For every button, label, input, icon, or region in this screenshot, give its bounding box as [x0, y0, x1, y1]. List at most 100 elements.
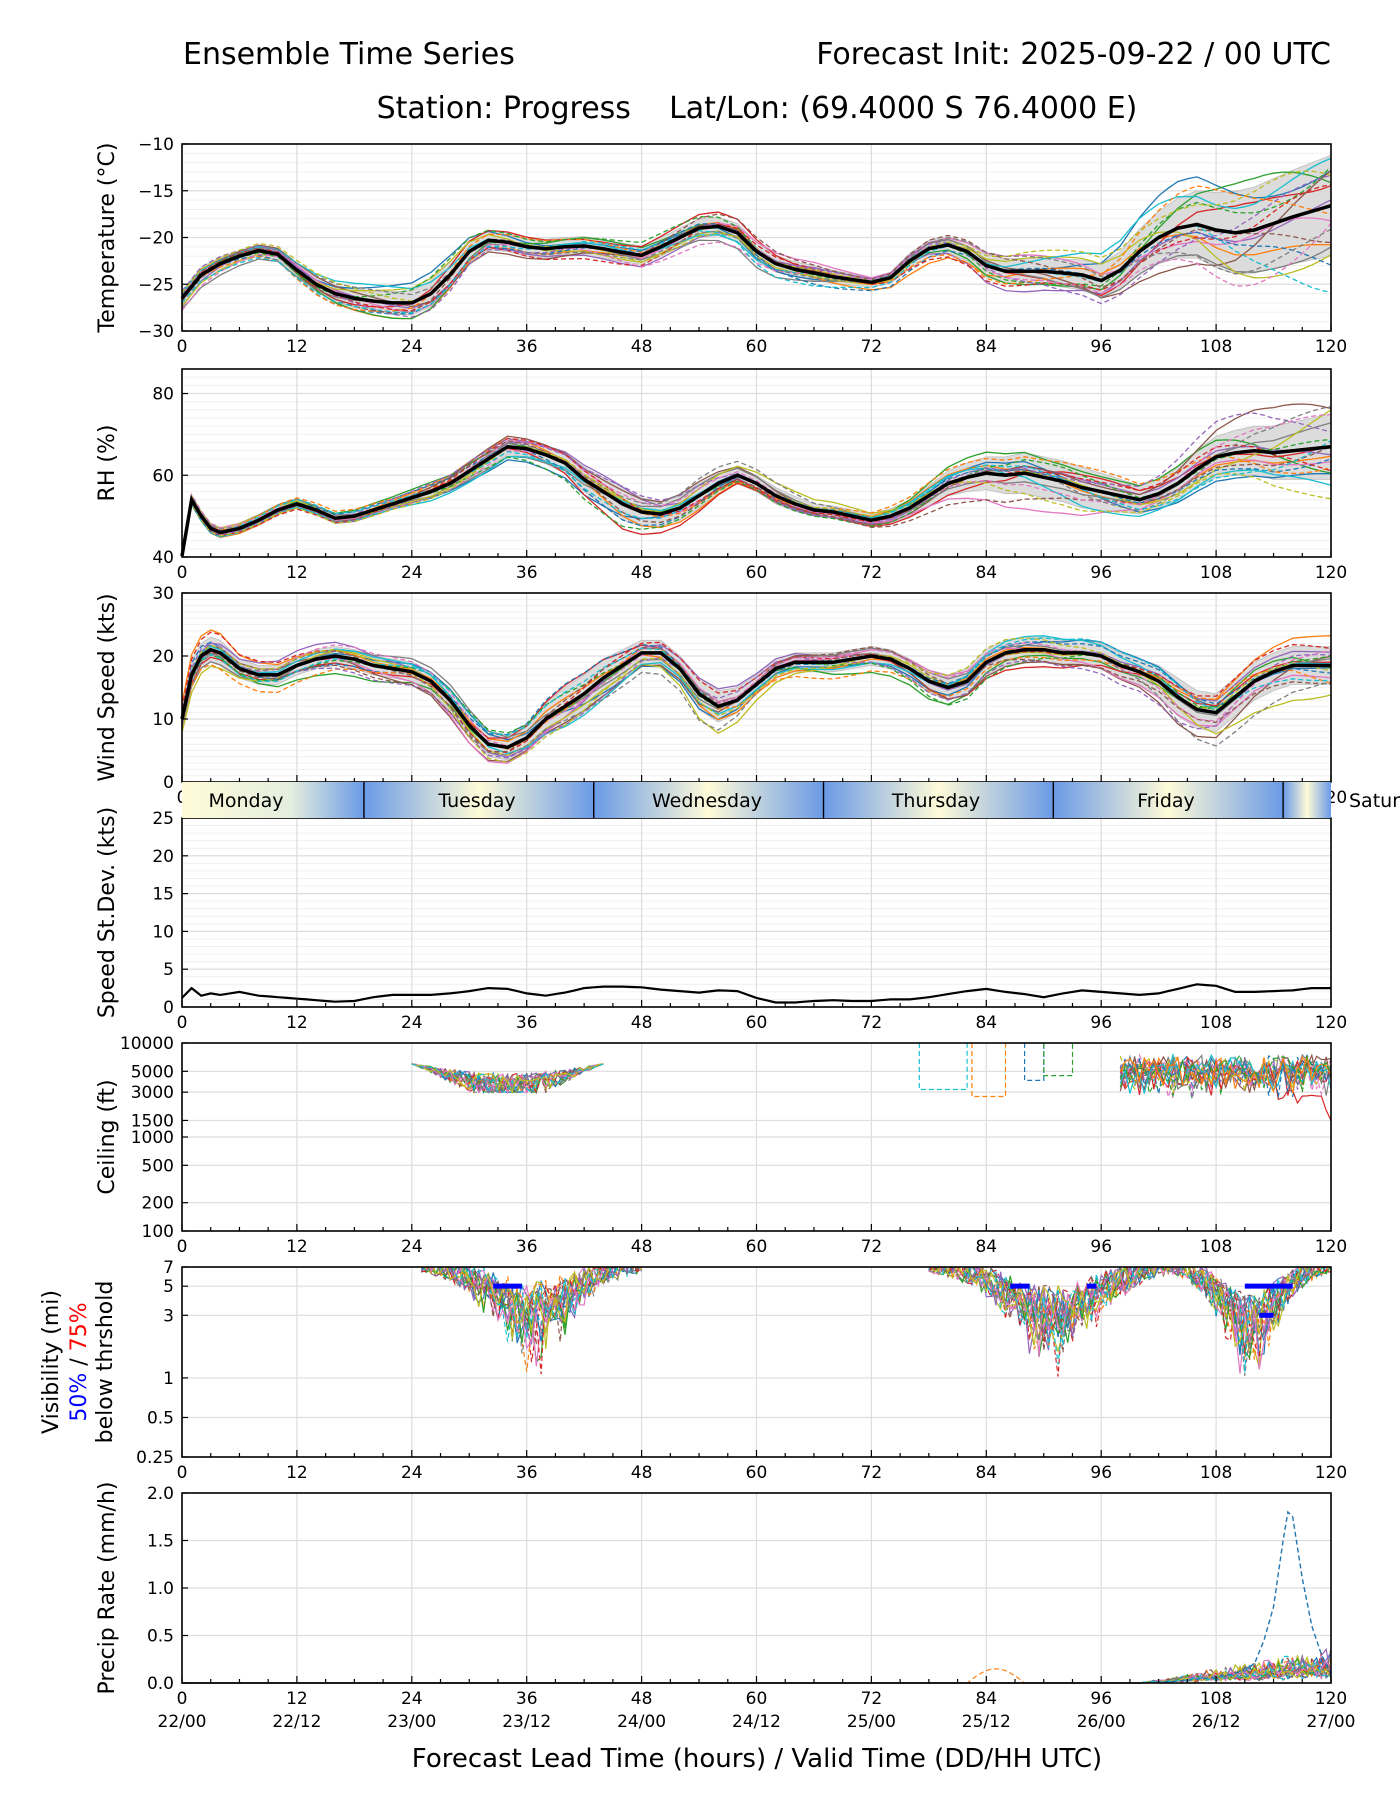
x-valid-time-label: 26/00	[1077, 1712, 1126, 1732]
visibility-member-line	[932, 1267, 1179, 1348]
wind-member-line	[181, 637, 1332, 763]
x-tick-label: 24	[401, 1689, 423, 1709]
x-tick-label: 36	[516, 1237, 538, 1257]
y-tick-label: 1	[163, 1369, 174, 1389]
y-tick-label: 40	[152, 548, 174, 568]
ceiling-member-line	[1119, 1056, 1331, 1096]
x-tick-label: 36	[516, 1463, 538, 1483]
x-tick-label: 48	[631, 1237, 653, 1257]
wind-member-line	[181, 648, 1332, 756]
x-valid-time-label: 24/00	[617, 1712, 666, 1732]
x-tick-label: 12	[286, 337, 308, 357]
visibility-ylabel-sep: /	[67, 1351, 92, 1372]
day-label: Tuesday	[437, 790, 515, 812]
visibility-member-line	[420, 1267, 643, 1350]
temperature-member-line	[181, 213, 1332, 314]
y-tick-label: 5	[163, 1277, 174, 1297]
y-tick-label: 20	[152, 647, 174, 667]
x-tick-label: 108	[1200, 563, 1232, 583]
x-tick-label: 72	[861, 1689, 883, 1709]
visibility-member-line	[1179, 1267, 1311, 1373]
day-block	[363, 782, 594, 818]
x-tick-label: 0	[177, 563, 188, 583]
x-tick-label: 60	[746, 1689, 768, 1709]
y-tick-label: 2.0	[147, 1484, 174, 1504]
x-valid-time-label: 25/12	[962, 1712, 1011, 1732]
ceiling-member-line	[1119, 1057, 1331, 1099]
x-tick-label: 108	[1200, 1237, 1232, 1257]
x-tick-label: 24	[401, 1013, 423, 1033]
visibility-ylabel-line2: 50% / 75%	[67, 1302, 92, 1421]
day-label: Thursday	[891, 790, 980, 812]
wind-ylabel: Wind Speed (kts)	[95, 593, 120, 781]
x-tick-label: 12	[286, 1237, 308, 1257]
x-valid-time-label: 24/12	[732, 1712, 781, 1732]
day-block	[593, 782, 824, 818]
visibility-member-line	[936, 1267, 1179, 1333]
visibility-member-line	[1169, 1267, 1327, 1356]
x-tick-label: 84	[975, 1463, 997, 1483]
day-label: Satur	[1349, 790, 1400, 812]
x-tick-label: 96	[1090, 1689, 1112, 1709]
x-valid-time-label: 26/12	[1192, 1712, 1241, 1732]
y-tick-label: 1.0	[147, 1579, 174, 1599]
x-tick-label: 96	[1090, 563, 1112, 583]
y-tick-label: 0	[163, 773, 174, 793]
x-tick-label: 0	[177, 1463, 188, 1483]
ceiling-ylabel: Ceiling (ft)	[95, 1079, 120, 1194]
y-tick-label: 3000	[131, 1083, 174, 1103]
speed_stdev-grid	[181, 817, 1332, 1008]
x-tick-label: 108	[1200, 1463, 1232, 1483]
visibility-member-line	[1187, 1267, 1320, 1376]
visibility-ylabel-50: 50%	[67, 1373, 92, 1422]
y-tick-label: 0.5	[147, 1408, 174, 1428]
speed_stdev-panel: 0 12 24 36 48 60 72 84 96 108 120 0 5 10 15 20 25 Speed S…	[95, 807, 1347, 1033]
temperature-member-line	[181, 157, 1332, 294]
x-axis-label: Forecast Lead Time (hours) / Valid Time …	[412, 1744, 1102, 1774]
y-tick-label: 10000	[120, 1034, 174, 1054]
x-tick-label: 72	[861, 1013, 883, 1033]
y-tick-label: −30	[138, 322, 174, 342]
wind-panel: 012243648607284961081200102030Wind Speed…	[95, 584, 1347, 808]
y-tick-label: 7	[163, 1258, 174, 1278]
x-tick-label: 120	[1315, 337, 1347, 357]
precip-panel: 0 12 24 36 48 60 72 84 96 108 120 22/00 22/12 23/00 23…	[95, 1482, 1356, 1732]
y-tick-label: 15	[152, 885, 174, 905]
day-label: Wednesday	[652, 790, 762, 812]
y-tick-label: 1.5	[147, 1532, 174, 1552]
x-tick-label: 48	[631, 1463, 653, 1483]
y-tick-label: 0	[163, 998, 174, 1018]
precip-grid	[181, 1492, 1332, 1684]
y-tick-label: 10	[152, 710, 174, 730]
x-valid-time-label: 25/00	[847, 1712, 896, 1732]
x-tick-label: 72	[861, 563, 883, 583]
x-tick-label: 36	[516, 1689, 538, 1709]
speed_stdev-mean-line	[181, 983, 1331, 1004]
x-tick-label: 0	[177, 1013, 188, 1033]
x-tick-label: 96	[1090, 337, 1112, 357]
ceiling-member-line	[411, 1063, 604, 1095]
visibility-member-line	[430, 1267, 643, 1332]
day-block	[182, 782, 364, 818]
x-tick-label: 108	[1200, 1689, 1232, 1709]
visibility-member-line	[1168, 1267, 1324, 1350]
y-tick-label: 25	[152, 809, 174, 829]
day-of-week-strip: Monday Tuesday Wednesday Thursday Friday Satu…	[182, 782, 1400, 818]
y-tick-label: 5	[163, 960, 174, 980]
rh-member-line	[181, 412, 1332, 557]
x-tick-label: 72	[861, 337, 883, 357]
x-valid-time-label: 23/00	[387, 1712, 436, 1732]
visibility-member-line	[928, 1267, 1171, 1331]
x-tick-label: 36	[516, 337, 538, 357]
y-tick-label: 200	[142, 1194, 174, 1214]
wind-member-line	[181, 635, 1332, 755]
wind-member-line	[181, 641, 1332, 758]
visibility-member-line	[1181, 1267, 1331, 1360]
x-tick-label: 120	[1315, 1689, 1347, 1709]
x-tick-label: 96	[1090, 1463, 1112, 1483]
x-tick-label: 48	[631, 1013, 653, 1033]
x-tick-label: 36	[516, 563, 538, 583]
wind-member-line	[181, 646, 1332, 753]
x-tick-label: 60	[746, 1237, 768, 1257]
x-tick-label: 120	[1315, 1463, 1347, 1483]
